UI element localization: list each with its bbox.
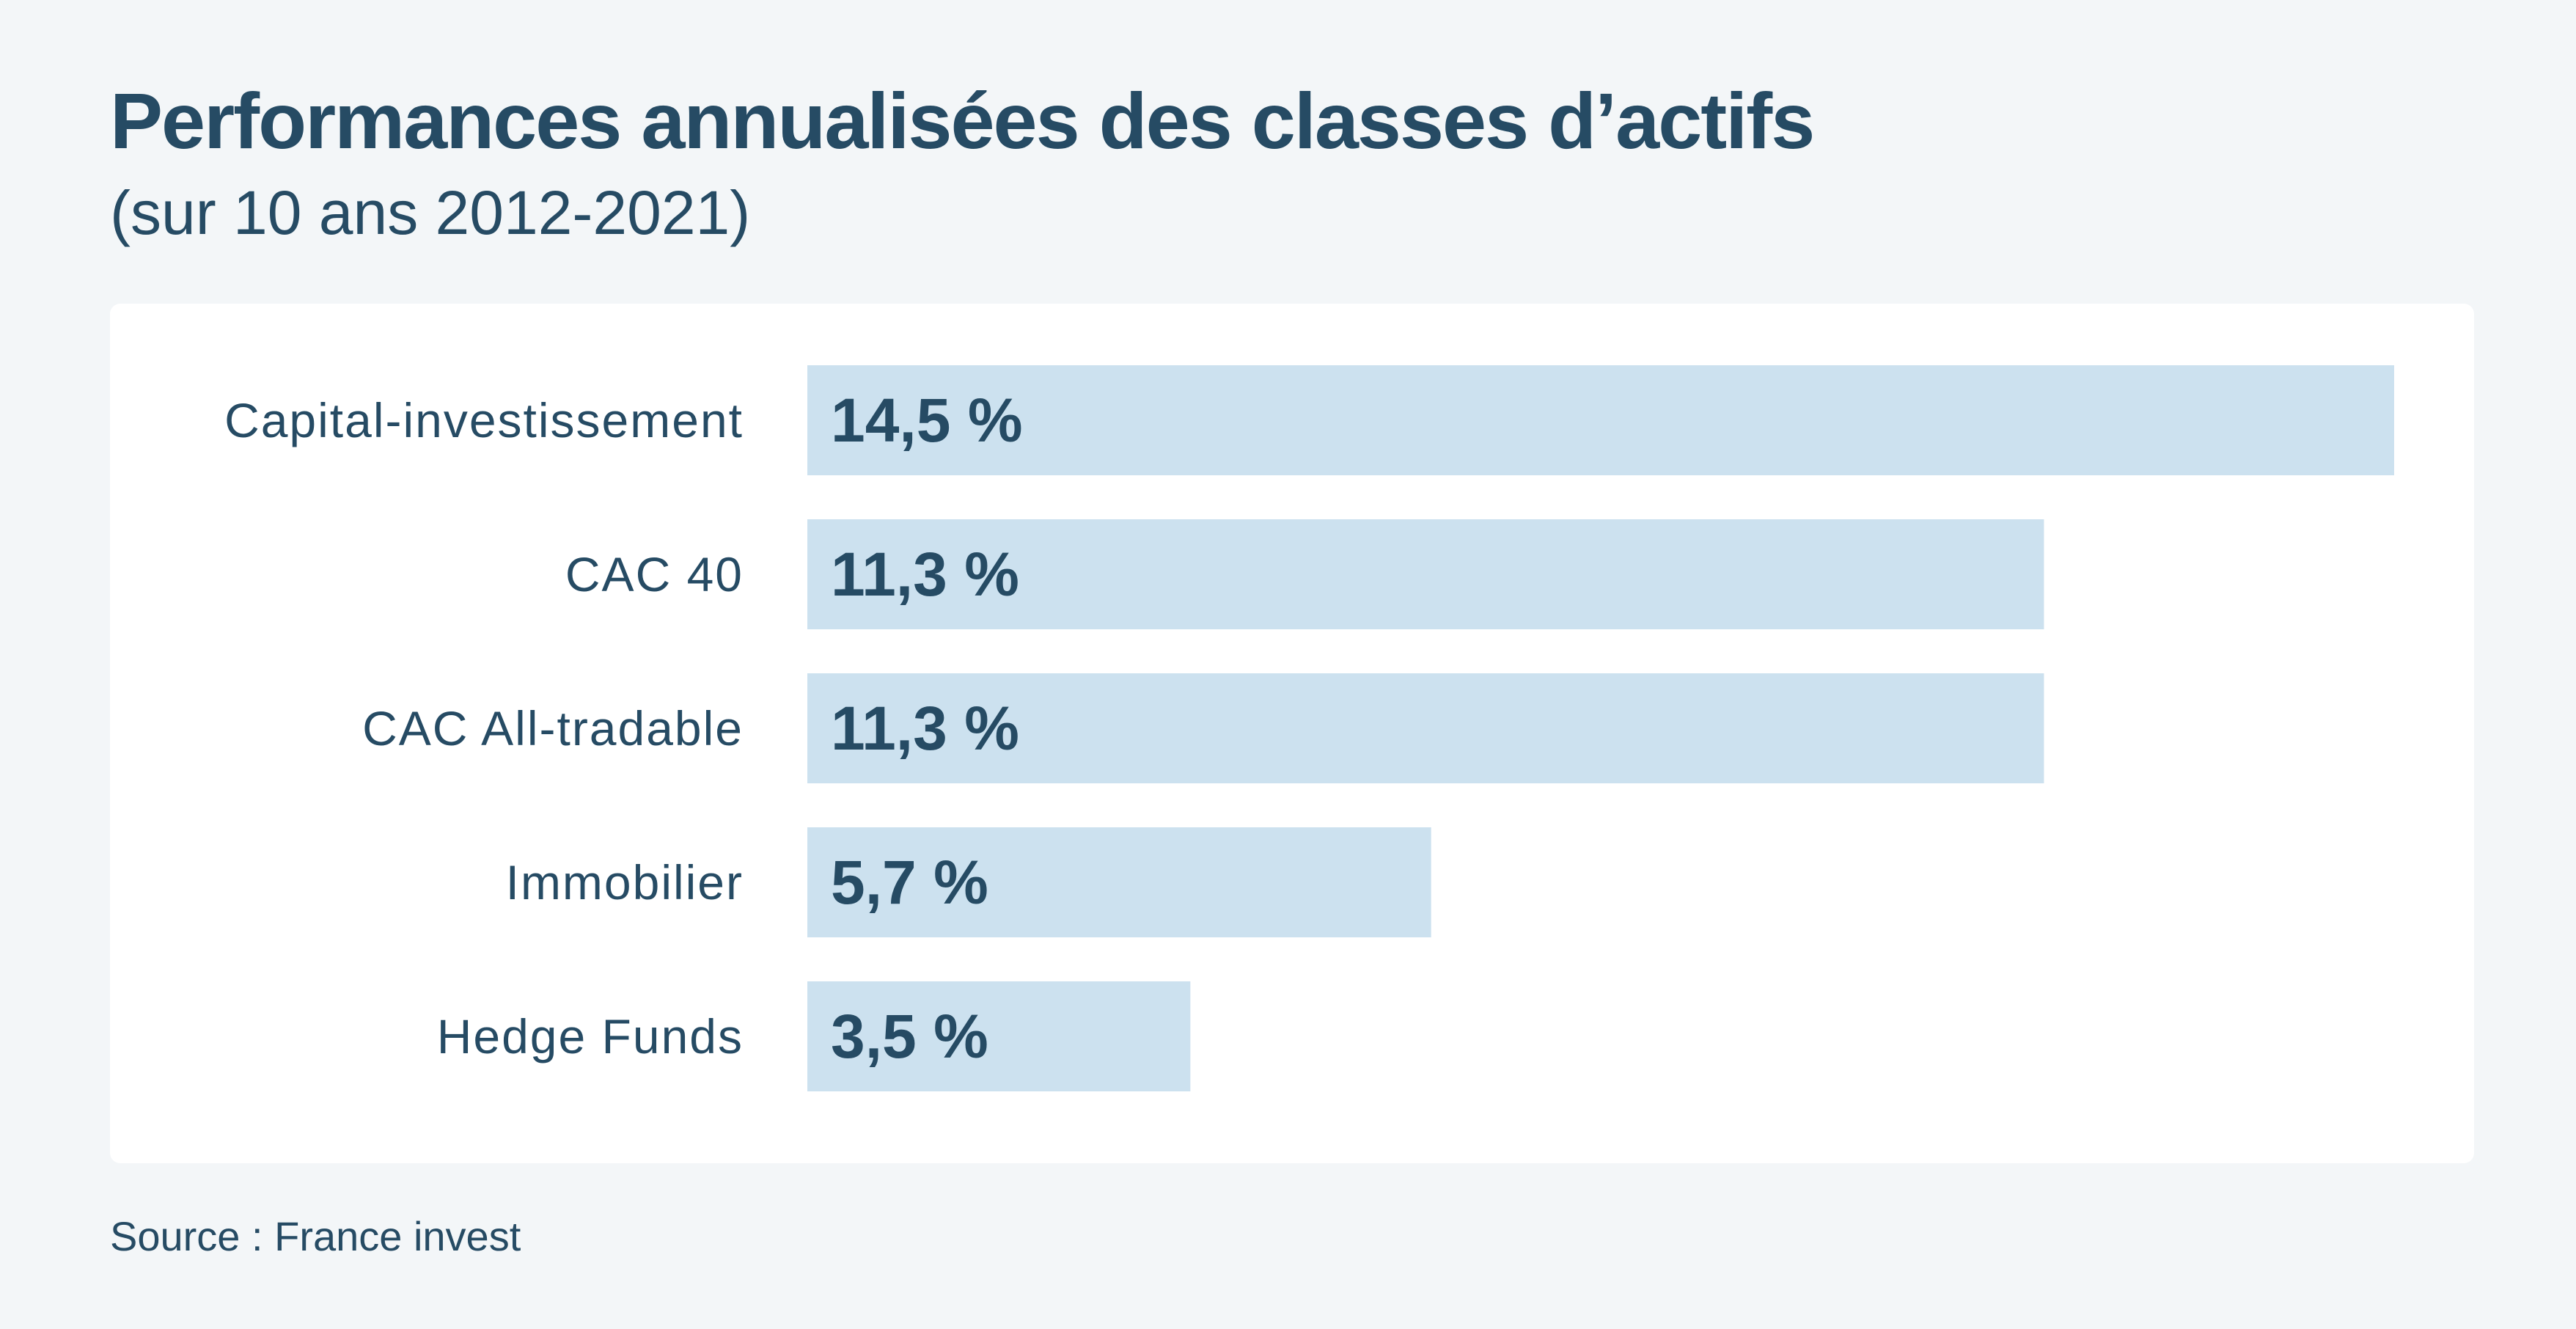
value-label-0: 14,5 % — [831, 386, 1023, 455]
value-label-3: 5,7 % — [831, 848, 988, 917]
bar-0 — [807, 365, 2394, 475]
bar-4 — [807, 981, 1191, 1091]
chart-subtitle: (sur 10 ans 2012-2021) — [110, 178, 751, 247]
value-label-1: 11,3 % — [831, 540, 1019, 609]
chart-panel: Capital-investissement 14,5 % CAC 40 11,3 %… — [110, 304, 2474, 1163]
bar-2 — [807, 673, 2044, 783]
bar-1 — [807, 519, 2044, 629]
chart-title: Performances annualisées des classes d’a… — [110, 76, 1815, 165]
value-label-2: 11,3 % — [831, 694, 1019, 763]
category-label-2: CAC All-tradable — [362, 701, 744, 755]
value-label-4: 3,5 % — [831, 1002, 988, 1071]
bar-chart: Capital-investissement 14,5 % CAC 40 11,3 %… — [224, 365, 2394, 1091]
category-label-3: Immobilier — [506, 855, 744, 909]
bar-3 — [807, 827, 1431, 937]
source-note: Source : France invest — [110, 1213, 521, 1259]
category-label-0: Capital-investissement — [224, 393, 744, 447]
category-label-1: CAC 40 — [565, 547, 744, 601]
category-label-4: Hedge Funds — [437, 1009, 744, 1063]
